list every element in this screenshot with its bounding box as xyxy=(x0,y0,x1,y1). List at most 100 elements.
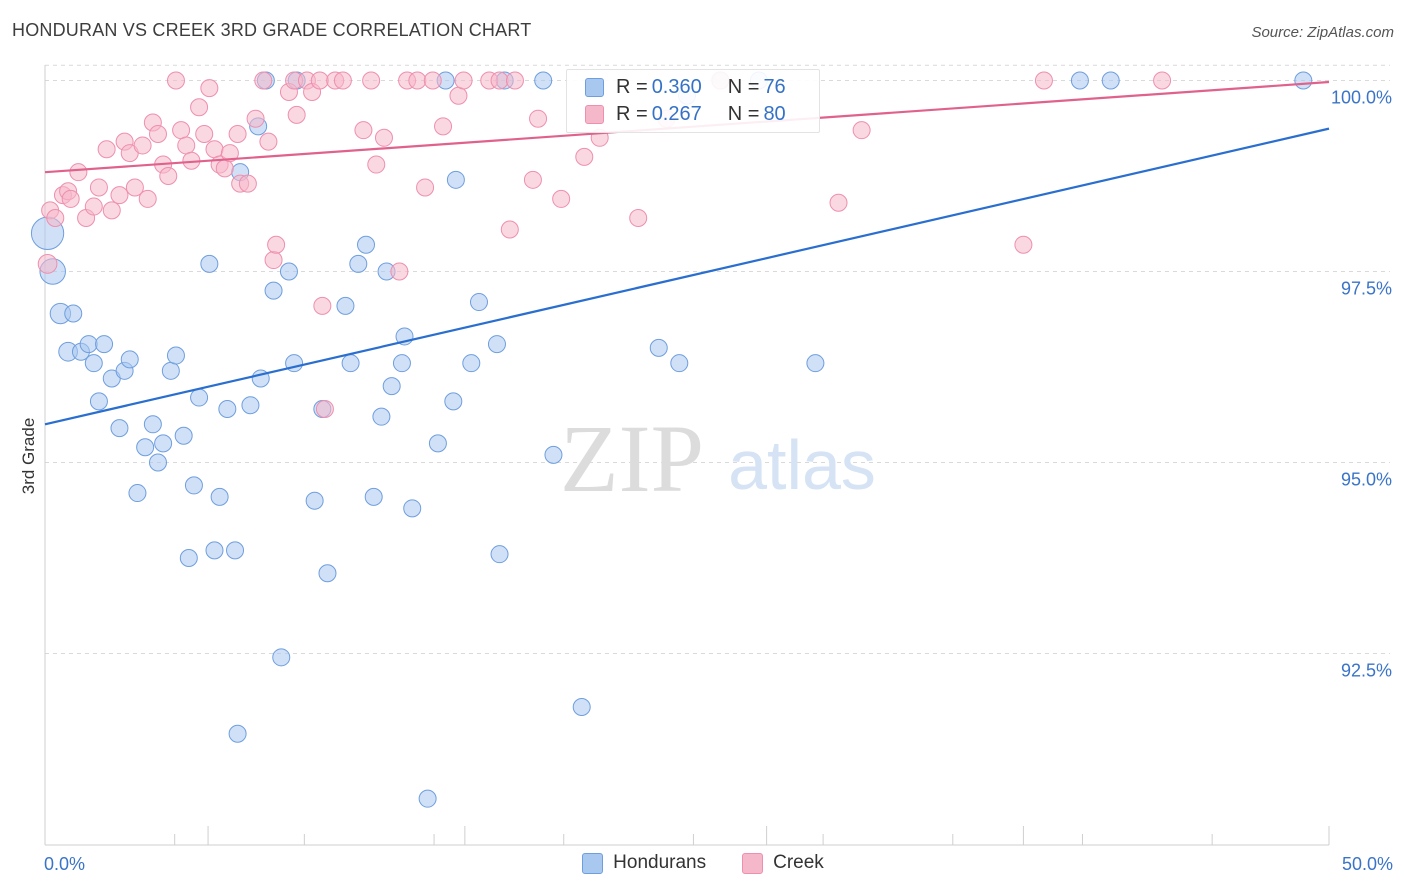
y-axis-label: 3rd Grade xyxy=(19,418,38,495)
creek-point xyxy=(267,235,286,254)
creek-point xyxy=(133,136,152,155)
legend-n-label: N = xyxy=(727,75,760,98)
honduran-point xyxy=(218,400,237,419)
creek-point xyxy=(177,136,196,155)
legend-r-value: 0.360 xyxy=(651,75,702,98)
creek-point xyxy=(110,186,129,205)
creek-point xyxy=(333,71,352,90)
creek-point xyxy=(374,128,393,147)
creek-point xyxy=(254,71,273,90)
legend-n-value: 80 xyxy=(763,102,786,125)
source-credit: Source: ZipAtlas.com xyxy=(1251,24,1394,41)
honduran-point xyxy=(143,415,162,434)
creek-point xyxy=(172,121,191,140)
honduran-point xyxy=(544,445,563,464)
creek-point xyxy=(408,71,427,90)
creek-point xyxy=(287,105,306,124)
legend-n-value: 76 xyxy=(763,75,786,98)
creek-point xyxy=(46,209,65,228)
honduran-point xyxy=(462,354,481,373)
y-tick-label: 100.0% xyxy=(1331,88,1392,108)
honduran-point xyxy=(205,541,224,560)
honduran-point xyxy=(241,396,260,415)
creek-point xyxy=(215,159,234,178)
watermark-zip: ZIP xyxy=(560,405,704,512)
creek-point xyxy=(220,144,239,163)
creek-point xyxy=(61,189,80,208)
creek-point xyxy=(505,71,524,90)
honduran-point xyxy=(428,434,447,453)
creek-point xyxy=(102,201,121,220)
honduran-point xyxy=(1101,71,1120,90)
honduran-point xyxy=(357,235,375,254)
honduran-point xyxy=(136,438,155,457)
creek-point xyxy=(362,71,381,90)
creek-point xyxy=(852,121,871,140)
honduran-point xyxy=(534,71,553,90)
honduran-point xyxy=(190,388,209,407)
creek-point xyxy=(125,178,144,197)
honduran-point xyxy=(318,564,337,583)
creek-point xyxy=(454,71,473,90)
creek-point xyxy=(1014,235,1033,254)
creek-point xyxy=(205,140,224,159)
creek-point xyxy=(490,71,509,90)
creek-point xyxy=(354,121,373,140)
honduran-point xyxy=(487,335,506,354)
y-tick-label: 95.0% xyxy=(1341,470,1392,490)
honduran-point xyxy=(154,434,173,453)
creek-point xyxy=(190,98,209,117)
creek-point xyxy=(200,79,219,98)
series-legend-hondurans[interactable]: Hondurans xyxy=(582,852,706,874)
creek-point xyxy=(69,163,88,182)
creek-point xyxy=(37,254,58,274)
watermark: ZIP atlas xyxy=(560,405,876,512)
creek-point xyxy=(523,170,542,189)
creek-point xyxy=(500,220,519,239)
creek-point xyxy=(97,140,116,159)
hondurans-swatch xyxy=(585,77,604,97)
creek-point xyxy=(264,251,283,270)
creek-point xyxy=(195,124,214,143)
creek-point xyxy=(1034,71,1053,90)
honduran-point xyxy=(79,335,98,354)
creek-point xyxy=(367,155,386,174)
creek-point xyxy=(315,400,334,419)
creek-point xyxy=(313,296,332,315)
creek-point xyxy=(148,124,167,143)
creek-point xyxy=(138,189,157,208)
honduran-point xyxy=(572,697,591,716)
honduran-point xyxy=(469,293,488,312)
creek-point xyxy=(629,209,648,228)
creek-point xyxy=(449,86,468,105)
honduran-point xyxy=(120,350,139,369)
creek-point xyxy=(259,132,278,151)
honduran-point xyxy=(418,789,437,808)
honduran-point xyxy=(174,426,193,445)
honduran-point xyxy=(89,392,108,411)
honduran-point xyxy=(1070,71,1089,90)
y-tick-label: 92.5% xyxy=(1341,661,1392,681)
creek-point xyxy=(166,71,185,90)
legend-r-label: R = xyxy=(616,102,648,125)
honduran-point xyxy=(272,648,291,667)
honduran-point xyxy=(670,354,689,373)
honduran-point xyxy=(1294,71,1313,90)
honduran-point xyxy=(349,254,368,273)
honduran-point xyxy=(403,499,422,518)
honduran-point xyxy=(161,361,180,380)
series-legend-creek[interactable]: Creek xyxy=(742,852,824,874)
creek-point xyxy=(310,71,329,90)
honduran-point xyxy=(226,541,245,560)
honduran-point xyxy=(228,724,247,743)
chart-title: HONDURAN VS CREEK 3RD GRADE CORRELATION … xyxy=(12,20,532,40)
honduran-point xyxy=(806,354,825,373)
creek-point xyxy=(829,193,848,212)
legend-row-creek: R = 0.267 N = 80 xyxy=(585,101,786,127)
honduran-point xyxy=(200,254,219,273)
y-tick-label: 97.5% xyxy=(1341,279,1392,299)
series-legend: Hondurans Creek xyxy=(0,852,1406,874)
legend-n-label: N = xyxy=(727,102,760,125)
honduran-point xyxy=(364,487,383,506)
honduran-point xyxy=(392,354,411,373)
